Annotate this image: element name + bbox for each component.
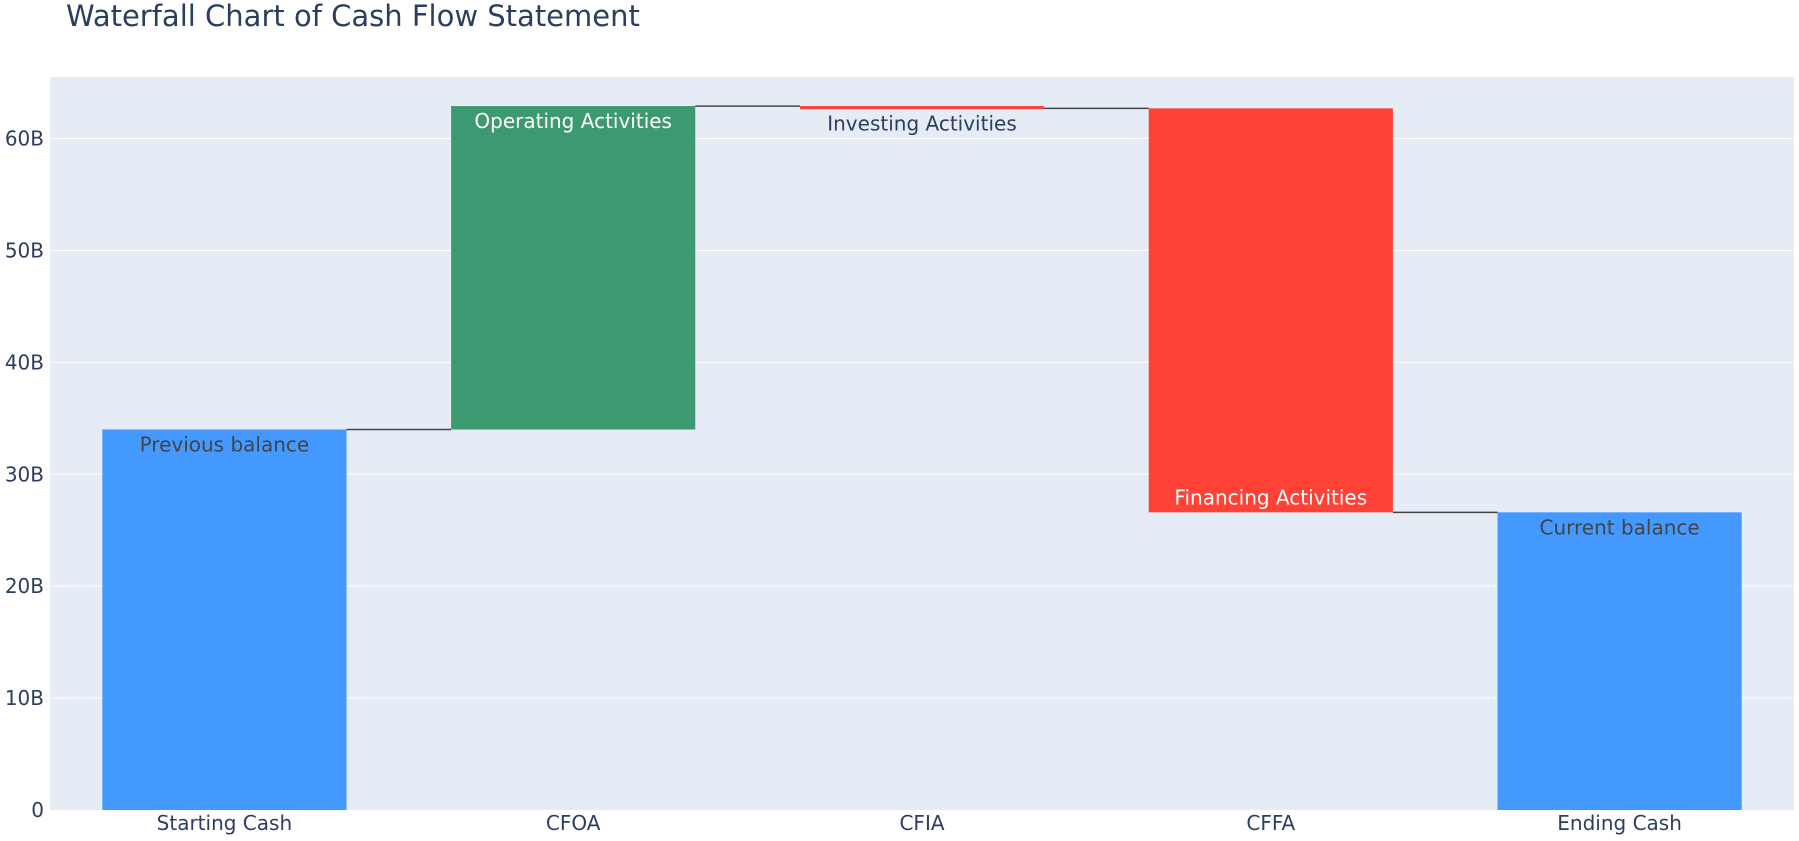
y-axis-ticks: 0 10B 20B 30B 40B 50B 60B — [5, 127, 44, 822]
bar-cfoa — [451, 106, 696, 430]
bar-starting-cash — [102, 429, 347, 810]
x-tick-label: CFIA — [899, 811, 944, 835]
bars — [102, 106, 1742, 810]
bar-label: Operating Activities — [474, 109, 672, 133]
bar-labels: Previous balance Operating Activities Inve… — [140, 109, 1700, 539]
bar-label: Previous balance — [140, 433, 310, 457]
x-axis-ticks: Starting Cash CFOA CFIA CFFA Ending Cash — [157, 811, 1682, 835]
y-tick-label: 20B — [5, 574, 44, 598]
x-tick-label: CFOA — [546, 811, 601, 835]
y-tick-label: 60B — [5, 127, 44, 151]
bar-label: Financing Activities — [1174, 485, 1367, 509]
y-tick-label: 40B — [5, 350, 44, 374]
y-tick-label: 10B — [5, 686, 44, 710]
y-tick-label: 30B — [5, 462, 44, 486]
x-tick-label: CFFA — [1246, 811, 1295, 835]
chart-title: Waterfall Chart of Cash Flow Statement — [66, 0, 640, 33]
bar-cfia — [799, 106, 1045, 110]
bar-cffa — [1148, 108, 1393, 513]
bar-label: Current balance — [1539, 515, 1699, 539]
x-tick-label: Starting Cash — [157, 811, 292, 835]
y-tick-label: 0 — [31, 798, 44, 822]
bar-ending-cash — [1497, 512, 1742, 810]
x-tick-label: Ending Cash — [1557, 811, 1682, 835]
y-tick-label: 50B — [5, 238, 44, 262]
connectors — [346, 105, 1498, 514]
bar-label: Investing Activities — [827, 111, 1017, 135]
